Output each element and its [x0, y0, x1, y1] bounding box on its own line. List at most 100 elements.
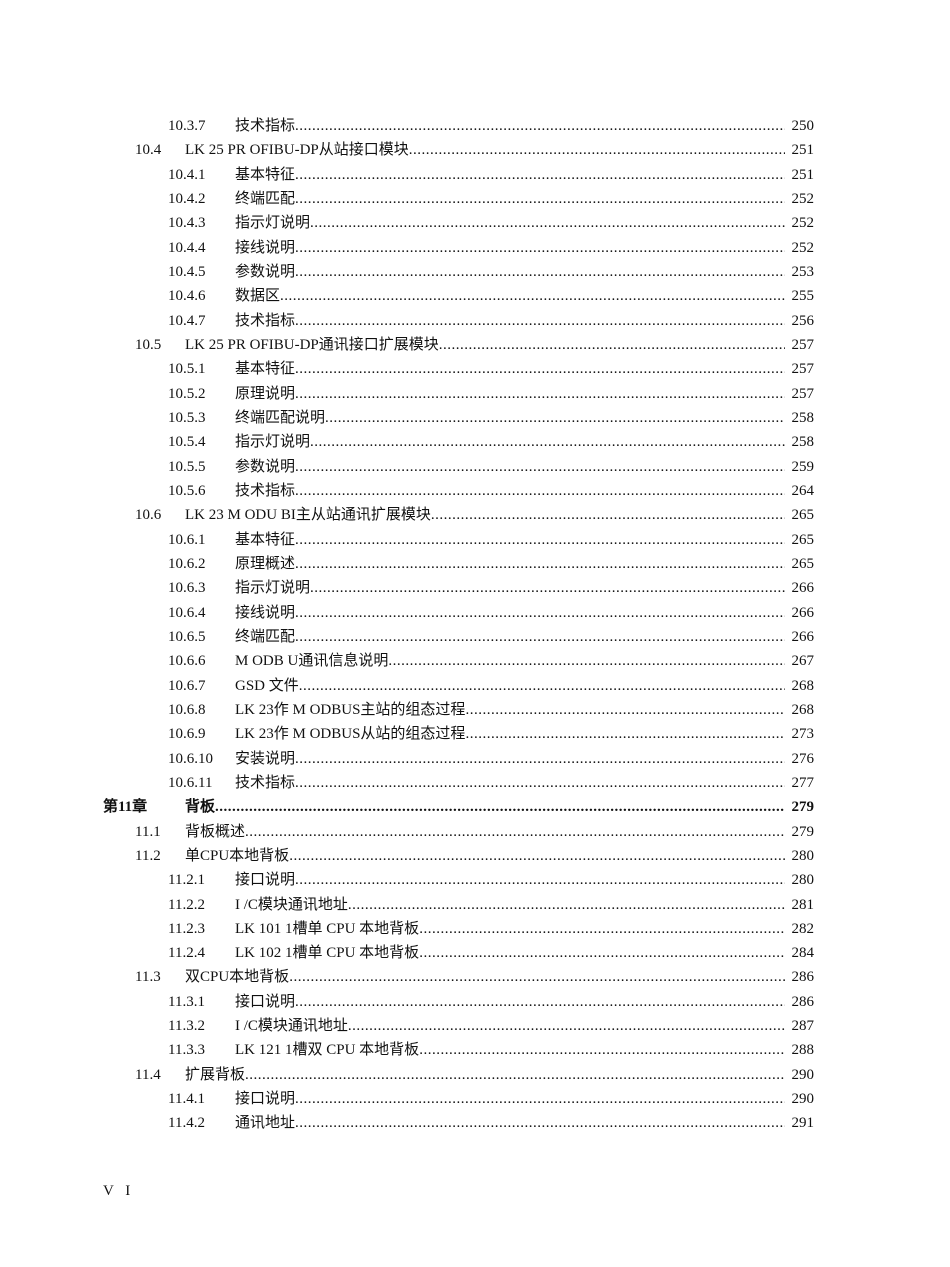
toc-entry[interactable]: 10.6.5 终端匹配 266 [0, 625, 950, 649]
toc-entry-title[interactable]: 技术指标 [235, 482, 296, 499]
toc-entry-title[interactable]: 原理说明 [235, 385, 296, 402]
toc-entry-title[interactable]: 参数说明 [235, 458, 296, 475]
toc-entry-title[interactable]: 基本特征 [235, 166, 296, 183]
toc-entry[interactable]: 10.6.3 指示灯说明 266 [0, 576, 950, 600]
toc-entry-title[interactable]: LK 23作 M ODBUS主站的组态过程 [235, 701, 466, 718]
toc-entry[interactable]: 10.4.7 技术指标 256 [0, 309, 950, 333]
toc-entry[interactable]: 10.4.5 参数说明 253 [0, 260, 950, 284]
toc-entry[interactable]: 11.4.1 接口说明 290 [0, 1087, 950, 1111]
toc-entry[interactable]: 第11章 背板 279 [0, 795, 950, 819]
toc-entry-page: 290 [791, 1091, 815, 1108]
toc-entry[interactable]: 10.4.4 接线说明 252 [0, 236, 950, 260]
toc-entry-title[interactable]: 指示灯说明 [235, 580, 311, 597]
dot-leader [295, 528, 785, 552]
toc-entry-title[interactable]: 背板概述 [185, 823, 246, 840]
toc-entry[interactable]: 10.6.8 LK 23作 M ODBUS主站的组态过程 268 [0, 698, 950, 722]
toc-entry-page: 287 [791, 1018, 815, 1035]
toc-entry[interactable]: 11.2 单CPU本地背板 280 [0, 844, 950, 868]
toc-entry[interactable]: 10.4.1 基本特征 251 [0, 163, 950, 187]
toc-entry-number: 第11章 [103, 799, 148, 816]
toc-entry-title[interactable]: 原理概述 [235, 555, 296, 572]
dot-leader [295, 771, 785, 795]
toc-entry-title[interactable]: 指示灯说明 [235, 215, 311, 232]
toc-entry-title[interactable]: 背板 [185, 799, 216, 816]
toc-entry-title[interactable]: GSD 文件 [235, 677, 299, 694]
toc-entry[interactable]: 10.5.4 指示灯说明 258 [0, 430, 950, 454]
toc-entry[interactable]: 10.6.7 GSD 文件 268 [0, 674, 950, 698]
toc-entry[interactable]: 11.3.2 I /C模块通讯地址 287 [0, 1014, 950, 1038]
toc-entry[interactable]: 11.4 扩展背板 290 [0, 1063, 950, 1087]
toc-entry[interactable]: 10.6.9 LK 23作 M ODBUS从站的组态过程 273 [0, 722, 950, 746]
toc-entry-title[interactable]: 技术指标 [235, 774, 296, 791]
toc-entry[interactable]: 10.5.2 原理说明 257 [0, 382, 950, 406]
toc-entry-page: 282 [791, 920, 815, 937]
toc-entry[interactable]: 10.3.7 技术指标 250 [0, 114, 950, 138]
dot-leader [295, 236, 785, 260]
toc-entry-page: 259 [791, 458, 815, 475]
toc-entry-page: 279 [791, 823, 815, 840]
toc-entry-title[interactable]: 双CPU本地背板 [185, 969, 290, 986]
toc-entry-title[interactable]: I /C模块通讯地址 [235, 1018, 348, 1035]
toc-entry-title[interactable]: 安装说明 [235, 750, 296, 767]
toc-entry[interactable]: 10.6 LK 23 M ODU BI主从站通讯扩展模块 265 [0, 503, 950, 527]
toc-entry-title[interactable]: LK 121 1槽双 CPU 本地背板 [235, 1042, 420, 1059]
toc-entry[interactable]: 10.6.1 基本特征 265 [0, 528, 950, 552]
toc-entry-title[interactable]: 接线说明 [235, 604, 296, 621]
toc-entry[interactable]: 11.2.1 接口说明 280 [0, 868, 950, 892]
toc-entry-page: 286 [791, 969, 815, 986]
toc-entry-number: 10.6.4 [168, 604, 206, 621]
toc-entry[interactable]: 10.4.2 终端匹配 252 [0, 187, 950, 211]
toc-entry[interactable]: 10.5.1 基本特征 257 [0, 357, 950, 381]
toc-entry-title[interactable]: 技术指标 [235, 118, 296, 134]
toc-entry[interactable]: 11.3 双CPU本地背板 286 [0, 965, 950, 989]
toc-entry-title[interactable]: I /C模块通讯地址 [235, 896, 348, 913]
toc-entry-title[interactable]: 接口说明 [235, 872, 296, 889]
toc-entry[interactable]: 11.3.1 接口说明 286 [0, 990, 950, 1014]
toc-entry-title[interactable]: 终端匹配 [235, 190, 296, 207]
toc-entry-title[interactable]: 接线说明 [235, 239, 296, 256]
toc-entry-title[interactable]: LK 23作 M ODBUS从站的组态过程 [235, 726, 466, 743]
toc-entry-title[interactable]: 基本特征 [235, 531, 296, 548]
toc-entry-title[interactable]: 参数说明 [235, 263, 296, 280]
toc-entry-title[interactable]: 技术指标 [235, 312, 296, 329]
toc-entry[interactable]: 11.2.4 LK 102 1槽单 CPU 本地背板 284 [0, 941, 950, 965]
toc-entry[interactable]: 10.5 LK 25 PR OFIBU-DP通讯接口扩展模块 257 [0, 333, 950, 357]
toc-entry-title[interactable]: 终端匹配说明 [235, 409, 326, 426]
toc-entry[interactable]: 10.5.5 参数说明 259 [0, 455, 950, 479]
toc-entry[interactable]: 11.2.3 LK 101 1槽单 CPU 本地背板 282 [0, 917, 950, 941]
toc-entry[interactable]: 10.6.2 原理概述 265 [0, 552, 950, 576]
toc-entry[interactable]: 10.4.6 数据区 255 [0, 284, 950, 308]
toc-entry[interactable]: 10.4 LK 25 PR OFIBU-DP从站接口模块 251 [0, 138, 950, 162]
toc-entry-number: 10.5.2 [168, 385, 206, 402]
toc-entry-title[interactable]: 单CPU本地背板 [185, 847, 290, 864]
toc-entry-title[interactable]: 接口说明 [235, 993, 296, 1010]
toc-entry[interactable]: 10.6.6 M ODB U通讯信息说明 267 [0, 649, 950, 673]
toc-entry[interactable]: 11.4.2 通讯地址 291 [0, 1111, 950, 1135]
toc-entry[interactable]: 10.5.3 终端匹配说明 258 [0, 406, 950, 430]
toc-entry-title[interactable]: 基本特征 [235, 361, 296, 378]
toc-entry[interactable]: 10.6.11 技术指标 277 [0, 771, 950, 795]
toc-entry[interactable]: 10.5.6 技术指标 264 [0, 479, 950, 503]
toc-entry-page: 266 [791, 580, 815, 597]
toc-entry[interactable]: 11.1 背板概述 279 [0, 820, 950, 844]
toc-entry[interactable]: 10.6.4 接线说明 266 [0, 601, 950, 625]
toc-entry-title[interactable]: LK 25 PR OFIBU-DP通讯接口扩展模块 [185, 336, 439, 353]
toc-entry-page: 279 [791, 799, 815, 816]
toc-entry-title[interactable]: 接口说明 [235, 1091, 296, 1108]
toc-entry[interactable]: 10.6.10 安装说明 276 [0, 747, 950, 771]
toc-entry-title[interactable]: 指示灯说明 [235, 434, 311, 451]
toc-entry-title[interactable]: LK 25 PR OFIBU-DP从站接口模块 [185, 142, 409, 159]
toc-entry-number: 10.5 [135, 336, 162, 353]
toc-entry[interactable]: 10.4.3 指示灯说明 252 [0, 211, 950, 235]
toc-entry-title[interactable]: LK 102 1槽单 CPU 本地背板 [235, 945, 420, 962]
toc-entry-title[interactable]: 数据区 [235, 288, 281, 305]
toc-entry[interactable]: 11.2.2 I /C模块通讯地址 281 [0, 893, 950, 917]
toc-entry-title[interactable]: 扩展背板 [185, 1066, 246, 1083]
toc-entry-page: 257 [791, 385, 815, 402]
toc-entry-title[interactable]: LK 23 M ODU BI主从站通讯扩展模块 [185, 507, 431, 524]
toc-entry-title[interactable]: 通讯地址 [235, 1115, 296, 1132]
toc-entry-title[interactable]: LK 101 1槽单 CPU 本地背板 [235, 920, 420, 937]
toc-entry-title[interactable]: 终端匹配 [235, 628, 296, 645]
toc-entry[interactable]: 11.3.3 LK 121 1槽双 CPU 本地背板 288 [0, 1038, 950, 1062]
toc-entry-title[interactable]: M ODB U通讯信息说明 [235, 653, 389, 670]
